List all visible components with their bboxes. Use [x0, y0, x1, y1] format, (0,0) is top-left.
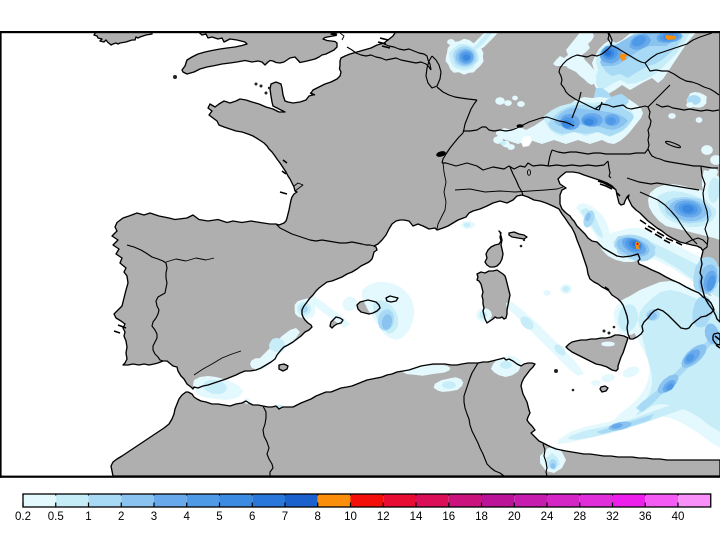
svg-text:40: 40: [672, 511, 685, 523]
svg-text:14: 14: [410, 511, 423, 523]
svg-text:10: 10: [344, 511, 357, 523]
svg-text:2: 2: [118, 511, 124, 523]
svg-text:5: 5: [216, 511, 222, 523]
svg-text:32: 32: [606, 511, 619, 523]
svg-text:3: 3: [151, 511, 157, 523]
svg-text:20: 20: [508, 511, 521, 523]
svg-text:36: 36: [639, 511, 652, 523]
svg-text:24: 24: [541, 511, 554, 523]
svg-text:12: 12: [377, 511, 390, 523]
svg-text:4: 4: [184, 511, 191, 523]
svg-text:7: 7: [282, 511, 288, 523]
svg-text:0.2: 0.2: [15, 511, 31, 523]
svg-text:16: 16: [442, 511, 455, 523]
svg-text:18: 18: [475, 511, 488, 523]
svg-text:6: 6: [249, 511, 255, 523]
svg-text:1: 1: [85, 511, 91, 523]
svg-text:28: 28: [573, 511, 586, 523]
svg-text:0.5: 0.5: [48, 511, 64, 523]
svg-text:8: 8: [315, 511, 321, 523]
